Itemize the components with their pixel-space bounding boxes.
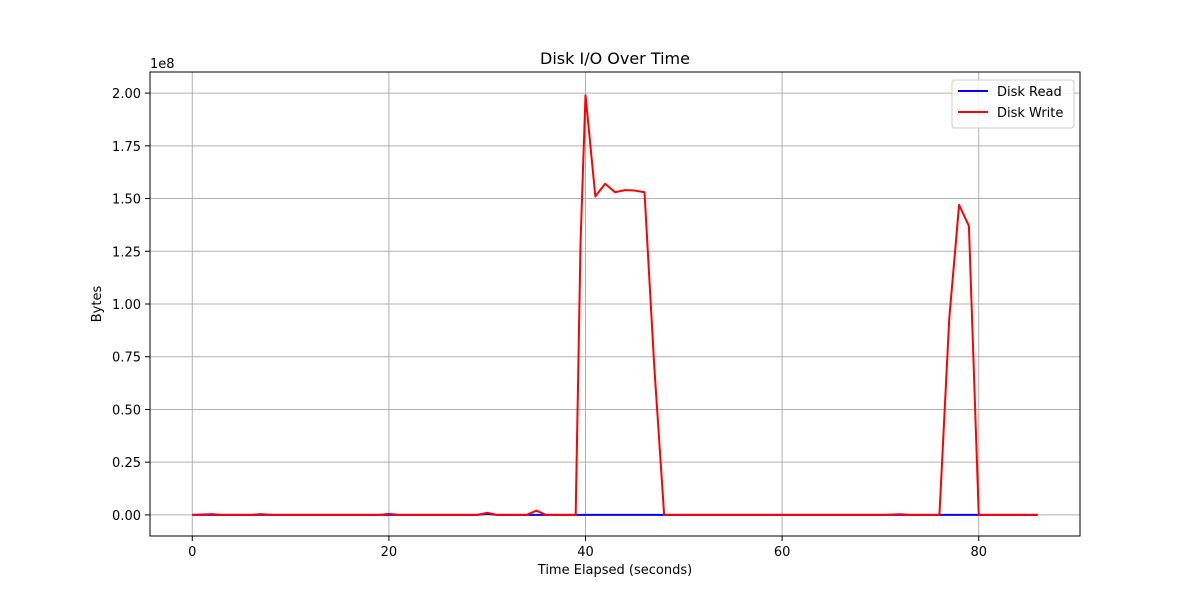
y-tick-label: 0.00 <box>112 509 141 524</box>
series-lines <box>192 94 1038 516</box>
y-tick-label: 2.00 <box>112 87 141 102</box>
x-tick-label: 60 <box>774 545 791 560</box>
legend-label-disk-read: Disk Read <box>997 85 1062 100</box>
x-tick-label: 20 <box>381 545 398 560</box>
series-line-disk-write <box>192 94 1038 516</box>
y-tick-label: 0.75 <box>112 351 141 366</box>
x-tick-label: 80 <box>970 545 987 560</box>
x-tick-label: 40 <box>577 545 594 560</box>
y-tick-label: 1.25 <box>112 245 141 260</box>
chart-title: Disk I/O Over Time <box>540 49 690 68</box>
y-tick-label: 1.75 <box>112 140 141 155</box>
x-tick-label: 0 <box>188 545 196 560</box>
grid-lines <box>150 72 1080 536</box>
y-tick-label: 1.00 <box>112 298 141 313</box>
y-tick-label: 0.25 <box>112 456 141 471</box>
x-axis-title: Time Elapsed (seconds) <box>537 563 692 578</box>
y-axis-ticks: 0.00 0.25 0.50 0.75 1.00 1.25 1.50 1.75 2.00 <box>112 87 150 524</box>
y-tick-label: 1.50 <box>112 193 141 208</box>
y-offset-label: 1e8 <box>150 57 175 72</box>
legend-label-disk-write: Disk Write <box>997 106 1063 121</box>
legend: Disk Read Disk Write <box>951 79 1075 129</box>
y-axis-title: Bytes <box>90 286 105 323</box>
x-axis-ticks: 0 20 40 60 80 <box>188 536 987 560</box>
y-tick-label: 0.50 <box>112 403 141 418</box>
